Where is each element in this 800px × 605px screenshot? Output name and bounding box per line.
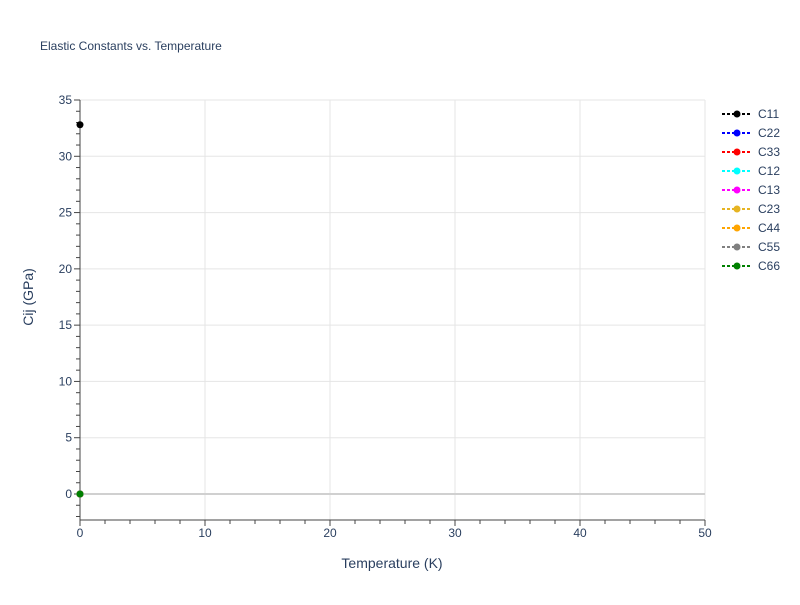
y-tick-label: 0 xyxy=(65,487,72,501)
legend-label-c44: C44 xyxy=(758,221,780,235)
y-axis-label: Cij (GPa) xyxy=(20,268,36,326)
data-point-c11 xyxy=(76,121,84,129)
legend-label-c66: C66 xyxy=(758,259,780,273)
legend-marker-c55 xyxy=(733,243,741,251)
x-tick-label: 10 xyxy=(198,526,212,540)
x-tick-label: 0 xyxy=(77,526,84,540)
x-tick-label: 40 xyxy=(573,526,587,540)
legend-label-c11: C11 xyxy=(758,107,779,121)
legend-marker-c33 xyxy=(733,148,741,156)
chart-title: Elastic Constants vs. Temperature xyxy=(40,39,222,53)
data-point-c66 xyxy=(76,490,84,498)
legend-label-c12: C12 xyxy=(758,164,780,178)
legend-marker-c13 xyxy=(733,186,741,194)
y-tick-label: 20 xyxy=(59,262,73,276)
legend-marker-c66 xyxy=(733,262,741,270)
y-tick-label: 25 xyxy=(59,206,73,220)
legend-marker-c44 xyxy=(733,224,741,232)
y-tick-label: 5 xyxy=(65,431,72,445)
y-tick-label: 30 xyxy=(59,149,73,163)
x-axis-label: Temperature (K) xyxy=(341,555,442,571)
x-tick-label: 30 xyxy=(448,526,462,540)
legend-label-c33: C33 xyxy=(758,145,780,159)
legend-label-c13: C13 xyxy=(758,183,780,197)
legend-label-c22: C22 xyxy=(758,126,780,140)
legend-marker-c11 xyxy=(733,110,741,118)
y-tick-label: 15 xyxy=(59,318,73,332)
legend-marker-c12 xyxy=(733,167,741,175)
y-tick-label: 35 xyxy=(59,93,73,107)
legend-label-c23: C23 xyxy=(758,202,780,216)
legend-marker-c23 xyxy=(733,205,741,213)
legend-label-c55: C55 xyxy=(758,240,780,254)
x-tick-label: 50 xyxy=(698,526,712,540)
x-tick-label: 20 xyxy=(323,526,337,540)
legend-marker-c22 xyxy=(733,129,741,137)
y-tick-label: 10 xyxy=(59,374,73,388)
